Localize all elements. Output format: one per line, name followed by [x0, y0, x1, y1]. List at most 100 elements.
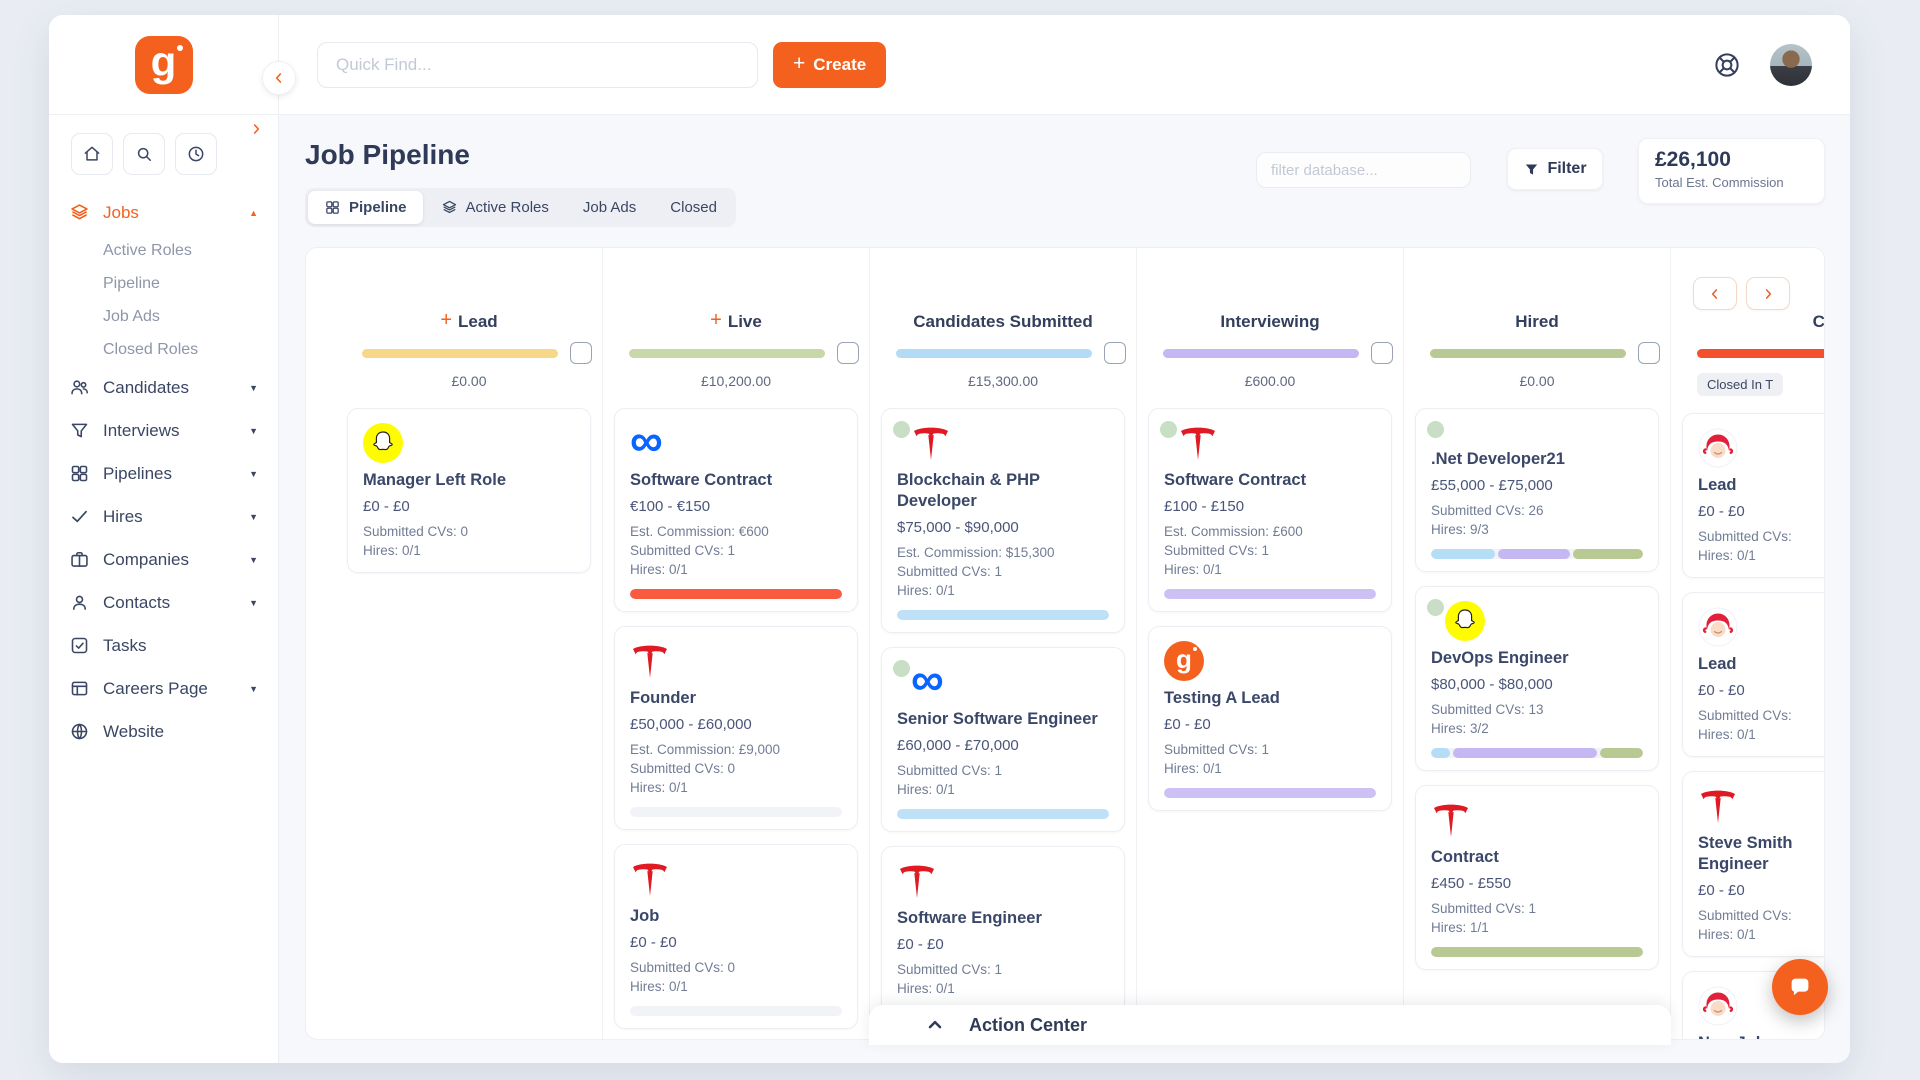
column-select-checkbox[interactable]	[570, 342, 592, 364]
column-select-checkbox[interactable]	[837, 342, 859, 364]
sidebar-item-tasks[interactable]: Tasks	[69, 624, 264, 667]
sidebar-item-careers-page[interactable]: Careers Page ▼	[69, 667, 264, 710]
card-progress-bar	[897, 610, 1109, 620]
job-card-software-contract[interactable]: ∞ Software Contract €100 - €150 Est. Commis…	[614, 408, 858, 612]
briefcase-icon	[69, 549, 90, 570]
add-card-icon[interactable]: +	[440, 309, 452, 331]
submitted-cvs: Submitted CVs: 1	[630, 543, 736, 558]
chevron-left-icon	[1707, 286, 1723, 302]
status-dot-icon	[893, 421, 910, 438]
task-icon	[69, 635, 90, 656]
job-title: Founder	[630, 689, 696, 707]
clock-icon-button[interactable]	[175, 133, 217, 175]
action-center-bar[interactable]: Action Center	[869, 1005, 1671, 1045]
hires-count: Hires: 0/1	[1164, 562, 1222, 577]
sidebar-item-pipelines[interactable]: Pipelines ▼	[69, 452, 264, 495]
commission-value: £26,100	[1655, 148, 1731, 171]
globe-icon	[69, 721, 90, 742]
filter-button[interactable]: Filter	[1507, 148, 1603, 190]
funnel-icon	[69, 420, 90, 441]
job-card-senior-software-engineer[interactable]: ∞ Senior Software Engineer £60,000 - £70,0…	[881, 647, 1125, 832]
job-card-testing-a-lead[interactable]: g Testing A Lead £0 - £0 Submitted CVs: 1 Hi…	[1148, 626, 1392, 811]
tab-active-roles[interactable]: Active Roles	[425, 191, 565, 224]
tab-pipeline[interactable]: Pipeline	[308, 191, 423, 224]
user-avatar[interactable]	[1770, 43, 1812, 86]
column-title: Hired	[1404, 310, 1670, 334]
chevron-down-icon: ▼	[249, 468, 258, 479]
add-card-icon[interactable]: +	[710, 309, 722, 331]
job-card-steve-smith-engineer[interactable]: Steve Smith Engineer £0 - £0 Submitted CVs…	[1682, 771, 1824, 957]
column-cards: Blockchain & PHP Developer $75,000 - $90,…	[870, 408, 1136, 1039]
job-card-net-developer21[interactable]: .Net Developer21 £55,000 - £75,000 Submitt…	[1415, 408, 1659, 572]
pipeline-column-interviewing: Interviewing £600.00 Software Contract £100…	[1137, 248, 1404, 1039]
column-bar-row	[1671, 342, 1824, 364]
meta-logo: ∞	[911, 653, 944, 705]
hires-count: Hires: 0/1	[897, 782, 955, 797]
job-card-software-contract[interactable]: Software Contract £100 - £150 Est. Commiss…	[1148, 408, 1392, 612]
sidebar-subitem-closed-roles[interactable]: Closed Roles	[103, 340, 199, 358]
filter-button-label: Filter	[1547, 160, 1587, 177]
column-color-bar	[1697, 348, 1824, 358]
salary-range: £0 - £0	[897, 936, 944, 953]
status-dot-icon	[1160, 421, 1177, 438]
pipeline-column-hired: Hired £0.00 .Net Developer21 £55,000 - £75,…	[1404, 248, 1671, 1039]
sidebar-item-candidates[interactable]: Candidates ▼	[69, 366, 264, 409]
sidebar-subitem-job-ads[interactable]: Job Ads	[103, 307, 160, 325]
chevron-down-icon: ▼	[249, 554, 258, 565]
job-card-contract[interactable]: Contract £450 - £550 Submitted CVs: 1 Hires…	[1415, 785, 1659, 970]
sidebar-quick-actions	[49, 115, 278, 179]
sidebar-subitem-pipeline[interactable]: Pipeline	[103, 274, 160, 292]
search-icon-button[interactable]	[123, 133, 165, 175]
job-card-manager-left-role[interactable]: Manager Left Role £0 - £0 Submitted CVs: 0…	[347, 408, 591, 573]
filter-database-input[interactable]	[1256, 152, 1471, 188]
est-commission: Est. Commission: £9,000	[630, 742, 781, 757]
job-card-blockchain-php-developer[interactable]: Blockchain & PHP Developer $75,000 - $90,…	[881, 408, 1125, 633]
sidebar-item-interviews[interactable]: Interviews ▼	[69, 409, 264, 452]
create-button-label: Create	[813, 54, 867, 74]
board-next-button[interactable]	[1746, 277, 1790, 310]
job-card-job[interactable]: Job £0 - £0 Submitted CVs: 0 Hires: 0/1	[614, 844, 858, 1029]
sidebar-item-website[interactable]: Website	[69, 710, 264, 753]
hires-count: Hires: 0/1	[897, 981, 955, 996]
sidebar-item-contacts[interactable]: Contacts ▼	[69, 581, 264, 624]
card-progress-bar	[1431, 549, 1643, 559]
help-life-ring-icon[interactable]	[1712, 50, 1742, 80]
column-select-checkbox[interactable]	[1104, 342, 1126, 364]
sidebar-subitem-active-roles[interactable]: Active Roles	[103, 241, 192, 259]
board-prev-button[interactable]	[1693, 277, 1737, 310]
tab-closed[interactable]: Closed	[654, 191, 733, 224]
tab-job-ads[interactable]: Job Ads	[567, 191, 652, 224]
submitted-cvs: Submitted CVs: 0	[630, 960, 736, 975]
filter-funnel-icon	[1523, 161, 1540, 178]
quick-find-input[interactable]	[317, 41, 758, 88]
sidebar-item-jobs[interactable]: Jobs ▲	[69, 191, 264, 234]
tab-label: Closed	[670, 199, 717, 216]
sidebar-collapse-button[interactable]	[262, 61, 296, 95]
column-select-checkbox[interactable]	[1371, 342, 1393, 364]
column-select-checkbox[interactable]	[1638, 342, 1660, 364]
hires-count: Hires: 9/3	[1431, 522, 1489, 537]
job-card-devops-engineer[interactable]: DevOps Engineer $80,000 - $80,000 Submitte…	[1415, 586, 1659, 771]
action-center-label: Action Center	[969, 1014, 1088, 1035]
create-button[interactable]: + Create	[773, 41, 887, 88]
job-card-founder[interactable]: Founder £50,000 - £60,000 Est. Commission:…	[614, 626, 858, 830]
tab-label: Active Roles	[465, 199, 549, 216]
layers-icon	[69, 202, 90, 223]
job-card-lead[interactable]: Lead £0 - £0 Submitted CVs: Hires: 0/1	[1682, 413, 1824, 578]
sidebar-item-hires[interactable]: Hires ▼	[69, 495, 264, 538]
sidebar-item-label: Candidates	[103, 377, 190, 397]
card-progress-bar	[1164, 589, 1376, 599]
chat-launcher-button[interactable]	[1772, 959, 1828, 1015]
salary-range: £0 - £0	[1698, 682, 1745, 699]
check-icon	[69, 506, 90, 527]
home-icon-button[interactable]	[71, 133, 113, 175]
pipeline-column-lead: + Lead £0.00 Manager Left Role £0 - £0 Submit…	[336, 248, 603, 1039]
column-title: + Live	[603, 309, 869, 334]
job-card-lead[interactable]: Lead £0 - £0 Submitted CVs: Hires: 0/1	[1682, 592, 1824, 757]
column-bar-row	[1404, 342, 1670, 364]
sidebar-item-companies[interactable]: Companies ▼	[69, 538, 264, 581]
pipeline-column-closed: Closed Closed In T Lead £0 - £0 Submitted CV…	[1671, 248, 1824, 1039]
chevron-right-icon[interactable]	[248, 121, 264, 137]
gleen-logo[interactable]: g	[134, 35, 193, 94]
job-card-software-engineer[interactable]: Software Engineer £0 - £0 Submitted CVs: 1…	[881, 846, 1125, 1031]
